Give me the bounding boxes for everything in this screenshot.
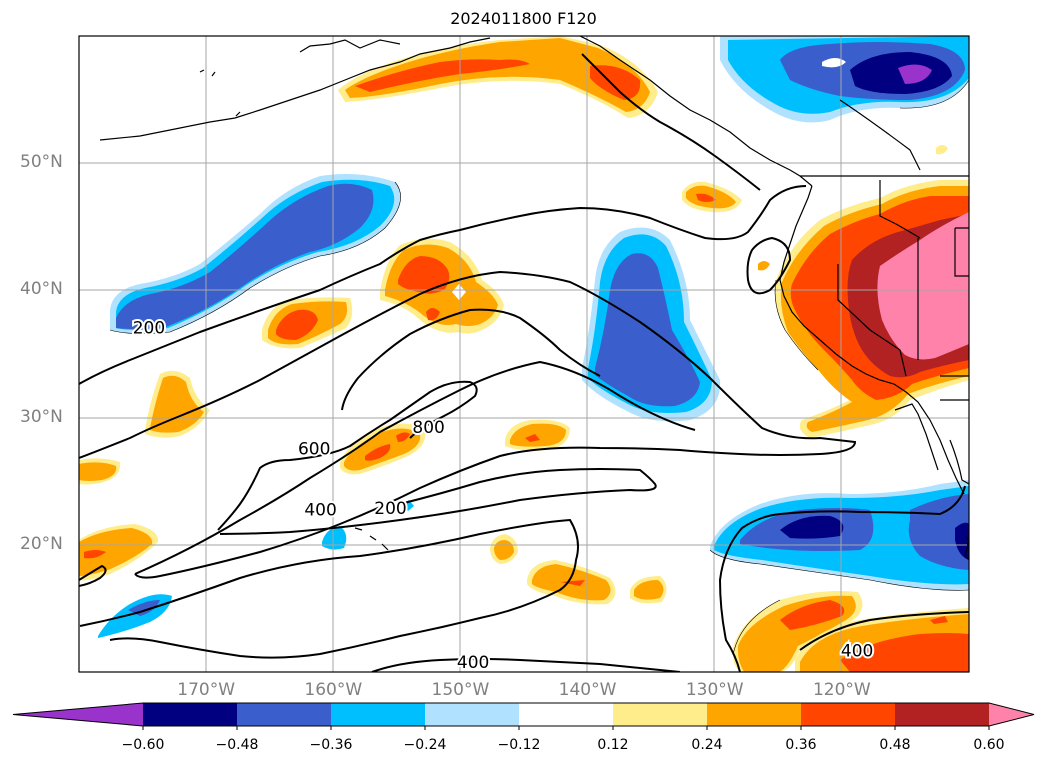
contour-labels: 200 600 800 400 200 400 400 bbox=[131, 317, 876, 673]
shaded-field-layer bbox=[79, 36, 969, 672]
contour-label: 200 bbox=[374, 499, 406, 519]
anomaly-outlines bbox=[109, 79, 969, 656]
lon-label: 160°W bbox=[304, 680, 363, 700]
colorbar-extend-low bbox=[13, 703, 143, 726]
lon-label: 170°W bbox=[177, 680, 236, 700]
contour-lines bbox=[79, 53, 969, 672]
positive-anomaly-region bbox=[525, 434, 540, 442]
positive-anomaly-region bbox=[758, 261, 770, 271]
colorbar-label: 0.60 bbox=[973, 737, 1005, 753]
map-frame bbox=[78, 35, 970, 673]
lon-label: 130°W bbox=[685, 680, 744, 700]
contour-800 bbox=[341, 308, 601, 411]
positive-anomaly-region bbox=[276, 309, 318, 340]
colorbar-segment bbox=[801, 703, 896, 726]
colorbar-label: −0.48 bbox=[215, 737, 259, 753]
contour-label: 600 bbox=[298, 439, 330, 459]
colorbar-label: 0.12 bbox=[597, 737, 629, 753]
positive-anomaly-region bbox=[696, 193, 716, 202]
gridlines bbox=[79, 36, 969, 672]
negative-anomaly-region bbox=[128, 600, 160, 616]
map-canvas: 200 600 800 400 200 400 400 bbox=[79, 36, 969, 673]
colorbar-segment bbox=[143, 703, 238, 726]
colorbar-label: −0.24 bbox=[403, 737, 447, 753]
positive-anomaly-region bbox=[930, 616, 948, 624]
lat-label: 30°N bbox=[20, 406, 63, 427]
positive-anomaly-region bbox=[355, 59, 530, 92]
contour-sw-small bbox=[79, 564, 107, 587]
positive-anomaly-region bbox=[365, 444, 391, 461]
contour-200-west bbox=[79, 270, 857, 579]
colorbar-label: −0.60 bbox=[121, 737, 165, 753]
contour-600-south bbox=[219, 468, 657, 535]
positive-anomaly-region bbox=[396, 432, 410, 442]
lon-label: 150°W bbox=[431, 680, 490, 700]
positive-anomaly-region bbox=[510, 423, 566, 447]
lon-label: 120°W bbox=[812, 680, 871, 700]
colorbar-label: −0.36 bbox=[309, 737, 353, 753]
positive-anomaly-region bbox=[936, 145, 948, 155]
negative-anomaly-region bbox=[595, 253, 700, 407]
colorbar-segment bbox=[895, 703, 990, 726]
lon-label: 140°W bbox=[558, 680, 617, 700]
colorbar bbox=[12, 702, 1035, 730]
lat-label: 50°N bbox=[20, 152, 63, 173]
contour-gulf-alaska bbox=[581, 53, 761, 191]
contour-label: 400 bbox=[841, 642, 873, 662]
negative-anomaly-region bbox=[898, 64, 932, 84]
negative-anomaly-region bbox=[780, 515, 844, 539]
contour-400-outer bbox=[134, 360, 696, 575]
colorbar-segment bbox=[425, 703, 520, 726]
contour-cal bbox=[746, 236, 792, 295]
contour-400-southeast bbox=[718, 485, 966, 672]
contour-400-bottom bbox=[371, 658, 681, 672]
colorbar-segment bbox=[519, 703, 614, 726]
positive-anomaly-region bbox=[452, 284, 466, 300]
positive-anomaly-region bbox=[79, 528, 153, 576]
lat-label: 20°N bbox=[20, 533, 63, 554]
colorbar-label: 0.24 bbox=[691, 737, 723, 753]
colorbar-segment bbox=[613, 703, 708, 726]
negative-anomaly-region bbox=[116, 183, 374, 329]
positive-anomaly-region bbox=[426, 308, 440, 321]
contour-label: 200 bbox=[133, 319, 165, 339]
negative-anomaly-region bbox=[955, 522, 969, 560]
colorbar-label: 0.48 bbox=[879, 737, 911, 753]
positive-anomaly-region bbox=[560, 580, 585, 586]
contour-400-south bbox=[79, 518, 579, 659]
contour-400-se-lower bbox=[799, 611, 969, 651]
contour-label: 400 bbox=[457, 653, 489, 673]
colorbar-label: −0.12 bbox=[497, 737, 541, 753]
lat-label: 40°N bbox=[20, 279, 63, 300]
colorbar-segment bbox=[331, 703, 426, 726]
positive-anomaly-region bbox=[398, 256, 450, 294]
colorbar-segment bbox=[707, 703, 802, 726]
colorbar-segment bbox=[237, 703, 332, 726]
contour-600 bbox=[217, 380, 478, 531]
positive-anomaly-region bbox=[84, 550, 106, 559]
positive-anomaly-region bbox=[780, 600, 845, 630]
map-title: 2024011800 F120 bbox=[450, 9, 597, 28]
positive-anomaly-region bbox=[79, 462, 117, 481]
contour-label: 400 bbox=[304, 500, 336, 520]
negative-anomaly-region bbox=[322, 526, 347, 550]
negative-anomaly-region bbox=[822, 58, 846, 68]
contour-200-north bbox=[79, 185, 807, 385]
positive-anomaly-region bbox=[840, 633, 969, 672]
coastlines bbox=[99, 36, 969, 561]
positive-anomaly-region bbox=[877, 212, 969, 360]
positive-anomaly-region bbox=[634, 580, 664, 600]
positive-anomaly-region bbox=[345, 38, 650, 112]
contour-label: 800 bbox=[412, 418, 444, 438]
colorbar-label: 0.36 bbox=[785, 737, 817, 753]
colorbar-extend-high bbox=[989, 703, 1034, 726]
